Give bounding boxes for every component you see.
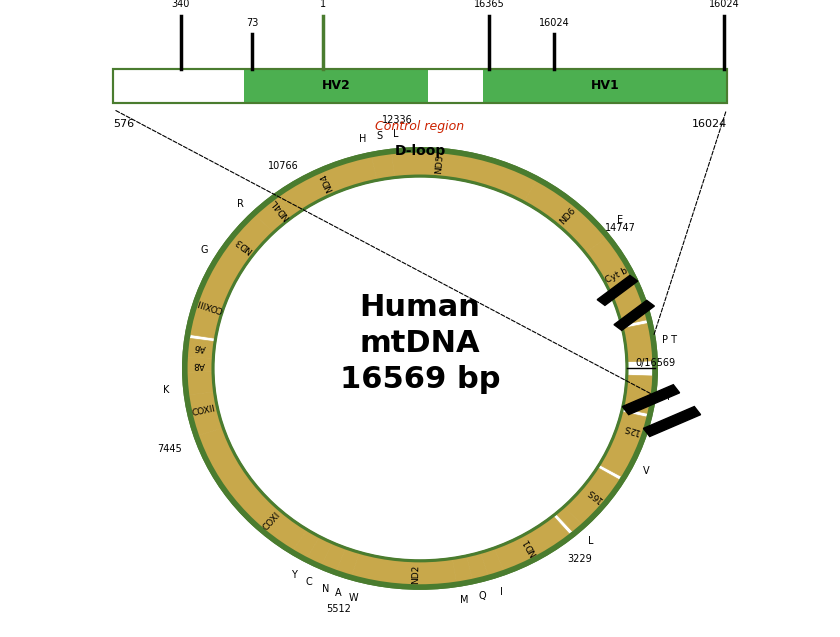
Text: E: E (617, 215, 623, 225)
Polygon shape (243, 214, 274, 242)
Text: ND5: ND5 (434, 154, 444, 174)
Polygon shape (306, 537, 333, 566)
Bar (244, 69, 428, 103)
Text: R: R (237, 199, 244, 210)
Polygon shape (351, 155, 377, 185)
Polygon shape (292, 530, 320, 560)
Polygon shape (185, 357, 213, 372)
Text: Q: Q (478, 592, 486, 601)
Text: D-loop: D-loop (394, 143, 446, 157)
Polygon shape (494, 516, 571, 573)
Text: 10766: 10766 (268, 161, 298, 171)
Polygon shape (276, 159, 363, 217)
Text: 16024: 16024 (539, 18, 570, 28)
Polygon shape (391, 150, 409, 178)
Polygon shape (611, 412, 649, 454)
Text: 7445: 7445 (157, 444, 181, 454)
Bar (113, 69, 727, 103)
Text: S: S (375, 131, 382, 141)
Text: I: I (500, 587, 502, 597)
Text: A8: A8 (193, 361, 205, 369)
Polygon shape (185, 338, 215, 359)
Text: ND1: ND1 (522, 536, 539, 557)
Text: Y: Y (291, 570, 297, 580)
Polygon shape (367, 556, 457, 587)
Text: HV1: HV1 (591, 80, 619, 92)
Text: A: A (335, 588, 342, 598)
Text: 1: 1 (320, 0, 327, 10)
Polygon shape (351, 552, 377, 582)
Text: 16S: 16S (585, 486, 604, 504)
Polygon shape (336, 548, 360, 578)
Text: ND3: ND3 (233, 235, 254, 254)
Text: 340: 340 (171, 0, 190, 10)
Polygon shape (622, 375, 655, 414)
Polygon shape (186, 392, 223, 436)
Polygon shape (585, 237, 649, 325)
Text: COXII: COXII (191, 404, 217, 418)
Text: COXI: COXI (261, 510, 282, 532)
Polygon shape (187, 266, 237, 338)
Text: Human
mtDNA
16569 bp: Human mtDNA 16569 bp (339, 293, 501, 394)
Text: A6: A6 (194, 342, 207, 352)
Text: 5512: 5512 (326, 604, 350, 614)
Bar (483, 69, 727, 103)
Polygon shape (211, 250, 246, 281)
Text: Cyt b: Cyt b (604, 266, 630, 285)
Polygon shape (564, 468, 622, 526)
Polygon shape (321, 543, 346, 573)
Polygon shape (453, 556, 473, 584)
Text: P T: P T (662, 335, 677, 345)
Text: 3229: 3229 (568, 554, 592, 564)
Polygon shape (643, 406, 701, 436)
Text: M: M (460, 595, 469, 605)
Text: ND6: ND6 (558, 206, 578, 226)
Polygon shape (523, 179, 600, 245)
Polygon shape (597, 275, 638, 305)
Text: 16365: 16365 (474, 0, 504, 10)
Text: ND4L: ND4L (270, 196, 292, 221)
Text: L: L (393, 129, 399, 139)
Polygon shape (622, 385, 680, 415)
Text: 576: 576 (113, 118, 134, 129)
Text: 73: 73 (246, 18, 258, 28)
Text: 16024: 16024 (709, 0, 739, 10)
Text: 12S: 12S (622, 422, 641, 435)
Polygon shape (371, 152, 395, 180)
Polygon shape (556, 507, 584, 533)
Text: 14747: 14747 (605, 223, 636, 233)
Polygon shape (403, 150, 538, 202)
Text: V: V (643, 466, 649, 476)
Polygon shape (466, 552, 489, 582)
Text: ND4: ND4 (318, 171, 334, 193)
Text: ND2: ND2 (412, 564, 421, 583)
Text: H: H (359, 134, 366, 145)
Text: K: K (164, 385, 170, 395)
Text: N: N (322, 584, 329, 594)
Polygon shape (221, 222, 266, 266)
Text: W: W (349, 592, 359, 603)
Polygon shape (599, 441, 638, 478)
Text: G: G (200, 245, 207, 255)
Polygon shape (254, 196, 292, 233)
Text: Control region: Control region (375, 120, 465, 134)
Polygon shape (480, 548, 504, 578)
Text: COXIII: COXIII (196, 297, 223, 313)
Text: 0/16569: 0/16569 (635, 359, 675, 368)
Text: 16024: 16024 (691, 118, 727, 129)
Polygon shape (576, 225, 608, 253)
Bar (113, 69, 727, 103)
Text: C: C (306, 577, 312, 587)
Polygon shape (197, 428, 307, 552)
Text: 12336: 12336 (382, 115, 413, 124)
Polygon shape (614, 300, 654, 331)
Polygon shape (622, 323, 655, 362)
Text: HV2: HV2 (322, 80, 350, 92)
Text: L: L (588, 536, 593, 546)
Polygon shape (185, 372, 214, 395)
Text: F: F (667, 392, 673, 402)
